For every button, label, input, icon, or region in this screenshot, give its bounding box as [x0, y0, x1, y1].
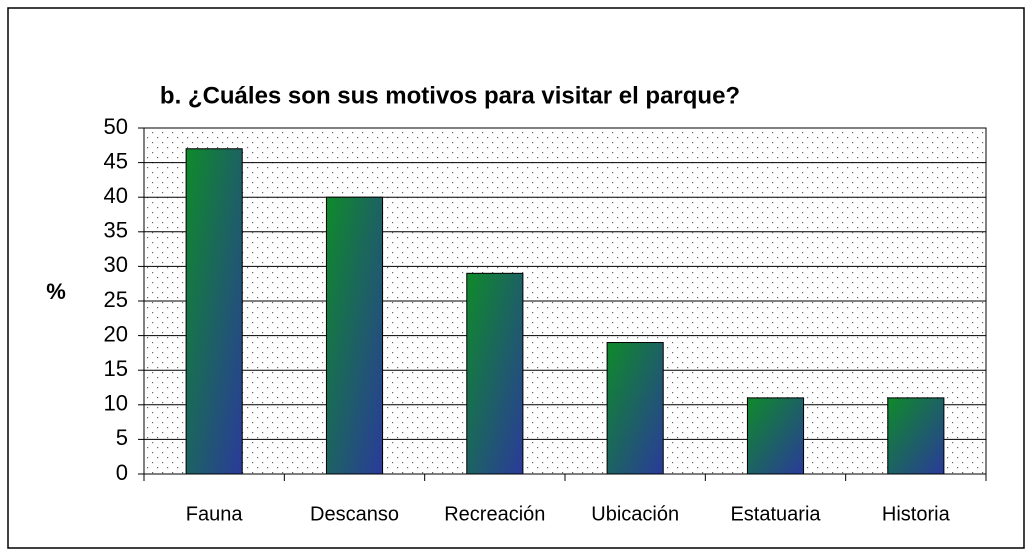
x-tick-label: Historia	[882, 503, 951, 525]
y-tick-label: 10	[104, 391, 128, 416]
bar	[466, 272, 524, 475]
x-tick-label: Ubicación	[591, 503, 679, 525]
bar	[746, 397, 805, 475]
x-tick-label: Fauna	[186, 503, 244, 525]
chart-title: b. ¿Cuáles son sus motivos para visitar …	[160, 82, 740, 109]
bar	[325, 196, 384, 475]
y-tick-label: 15	[104, 356, 128, 381]
y-tick-label: 5	[116, 425, 128, 450]
y-tick-label: 35	[104, 218, 128, 243]
y-tick-label: 25	[104, 287, 128, 312]
y-axis-label: %	[46, 279, 66, 304]
bar	[606, 342, 664, 475]
y-tick-label: 50	[104, 114, 128, 139]
y-tick-label: 45	[104, 148, 128, 173]
bar	[887, 397, 945, 475]
y-tick-label: 30	[104, 252, 128, 277]
x-tick-label: Estatuaria	[730, 503, 821, 525]
y-tick-label: 0	[116, 460, 128, 485]
x-tick-label: Recreación	[444, 503, 545, 525]
y-tick-label: 40	[104, 183, 128, 208]
x-tick-label: Descanso	[310, 503, 399, 525]
bar	[185, 148, 243, 475]
y-tick-label: 20	[104, 321, 128, 346]
